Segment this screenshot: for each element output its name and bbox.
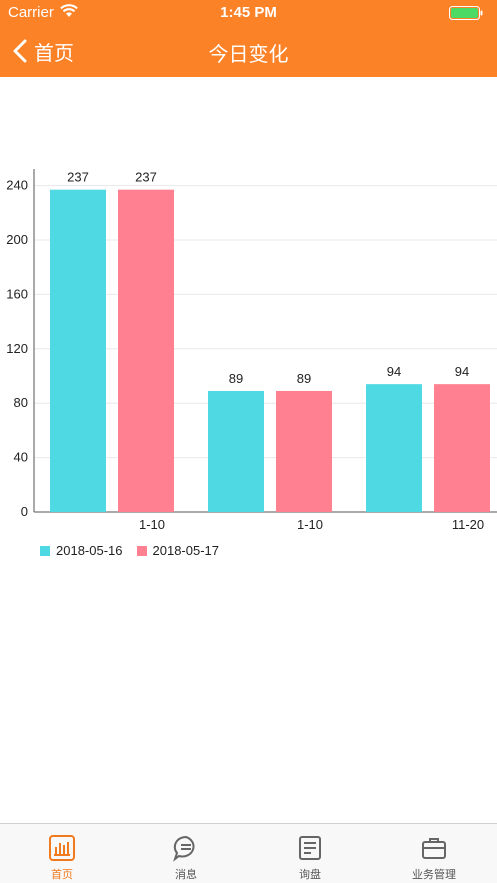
bar-series-2-3 <box>434 384 490 512</box>
message-icon <box>173 835 195 862</box>
bar-series-1-3 <box>366 384 422 512</box>
y-tick-label: 80 <box>14 395 28 410</box>
data-label: 237 <box>135 170 157 185</box>
data-label: 94 <box>455 364 469 379</box>
y-tick-label: 0 <box>21 504 28 519</box>
legend-item-series-2: 2018-05-17 <box>136 543 220 558</box>
header: Carrier 1:45 PM 首页 今日变化 <box>0 0 497 77</box>
y-tick-label: 200 <box>6 232 28 247</box>
x-tick-label: 1-10 <box>139 517 165 532</box>
y-tick-label: 40 <box>14 450 28 465</box>
chevron-left-icon <box>13 39 27 63</box>
tab-inquiry[interactable]: 询盘 <box>248 824 372 883</box>
data-label: 89 <box>297 371 311 386</box>
chart-icon <box>49 835 75 861</box>
legend-swatch-series-1 <box>40 545 50 556</box>
tab-inquiry-label: 询盘 <box>299 868 321 881</box>
inquiry-icon <box>299 836 321 860</box>
y-tick-label: 240 <box>6 178 28 193</box>
chart-legend: 2018-05-16 2018-05-17 <box>40 543 233 558</box>
data-label: 237 <box>67 170 89 185</box>
battery-icon <box>449 6 483 20</box>
y-tick-label: 160 <box>6 286 28 301</box>
back-label: 首页 <box>34 40 74 65</box>
tab-business-label: 业务管理 <box>412 868 456 881</box>
bar-series-1-2 <box>208 390 264 512</box>
back-button[interactable]: 首页 <box>12 36 74 66</box>
status-bar: Carrier 1:45 PM <box>0 0 497 26</box>
page-title: 今日变化 <box>208 42 289 66</box>
tab-home-label: 首页 <box>51 868 73 881</box>
y-tick-label: 120 <box>6 341 28 356</box>
tab-messages-label: 消息 <box>175 868 197 881</box>
legend-label-series-1: 2018-05-16 <box>56 543 123 558</box>
bar-series-2-2 <box>276 390 332 512</box>
nav-bar: 首页 今日变化 <box>0 26 497 77</box>
bar-series-1-1 <box>50 189 106 512</box>
tab-messages[interactable]: 消息 <box>124 824 248 883</box>
bar-chart: 0 40 80 120 160 200 240 237 237 1-10 89 89 1-10 94 94 1… <box>0 77 497 597</box>
bar-series-2-1 <box>118 189 174 512</box>
x-tick-label: 1-10 <box>297 517 323 532</box>
legend-label-series-2: 2018-05-17 <box>152 543 220 558</box>
x-tick-label: 11-20 <box>452 517 484 532</box>
legend-swatch-series-2 <box>136 545 147 556</box>
wifi-icon <box>60 4 78 17</box>
carrier-label: Carrier <box>8 4 54 21</box>
chart-canvas: 0 40 80 120 160 200 240 237 237 1-10 89 89 1-10 94 94 1… <box>6 169 497 532</box>
legend-item-series-1: 2018-05-16 <box>40 543 123 558</box>
data-label: 94 <box>387 364 401 379</box>
tab-home[interactable]: 首页 <box>0 824 124 883</box>
data-label: 89 <box>229 371 243 386</box>
tab-bar: 首页 消息 询盘 业务管理 <box>0 823 497 883</box>
clock: 1:45 PM <box>220 4 277 21</box>
business-icon <box>422 838 446 859</box>
tab-business[interactable]: 业务管理 <box>372 824 496 883</box>
